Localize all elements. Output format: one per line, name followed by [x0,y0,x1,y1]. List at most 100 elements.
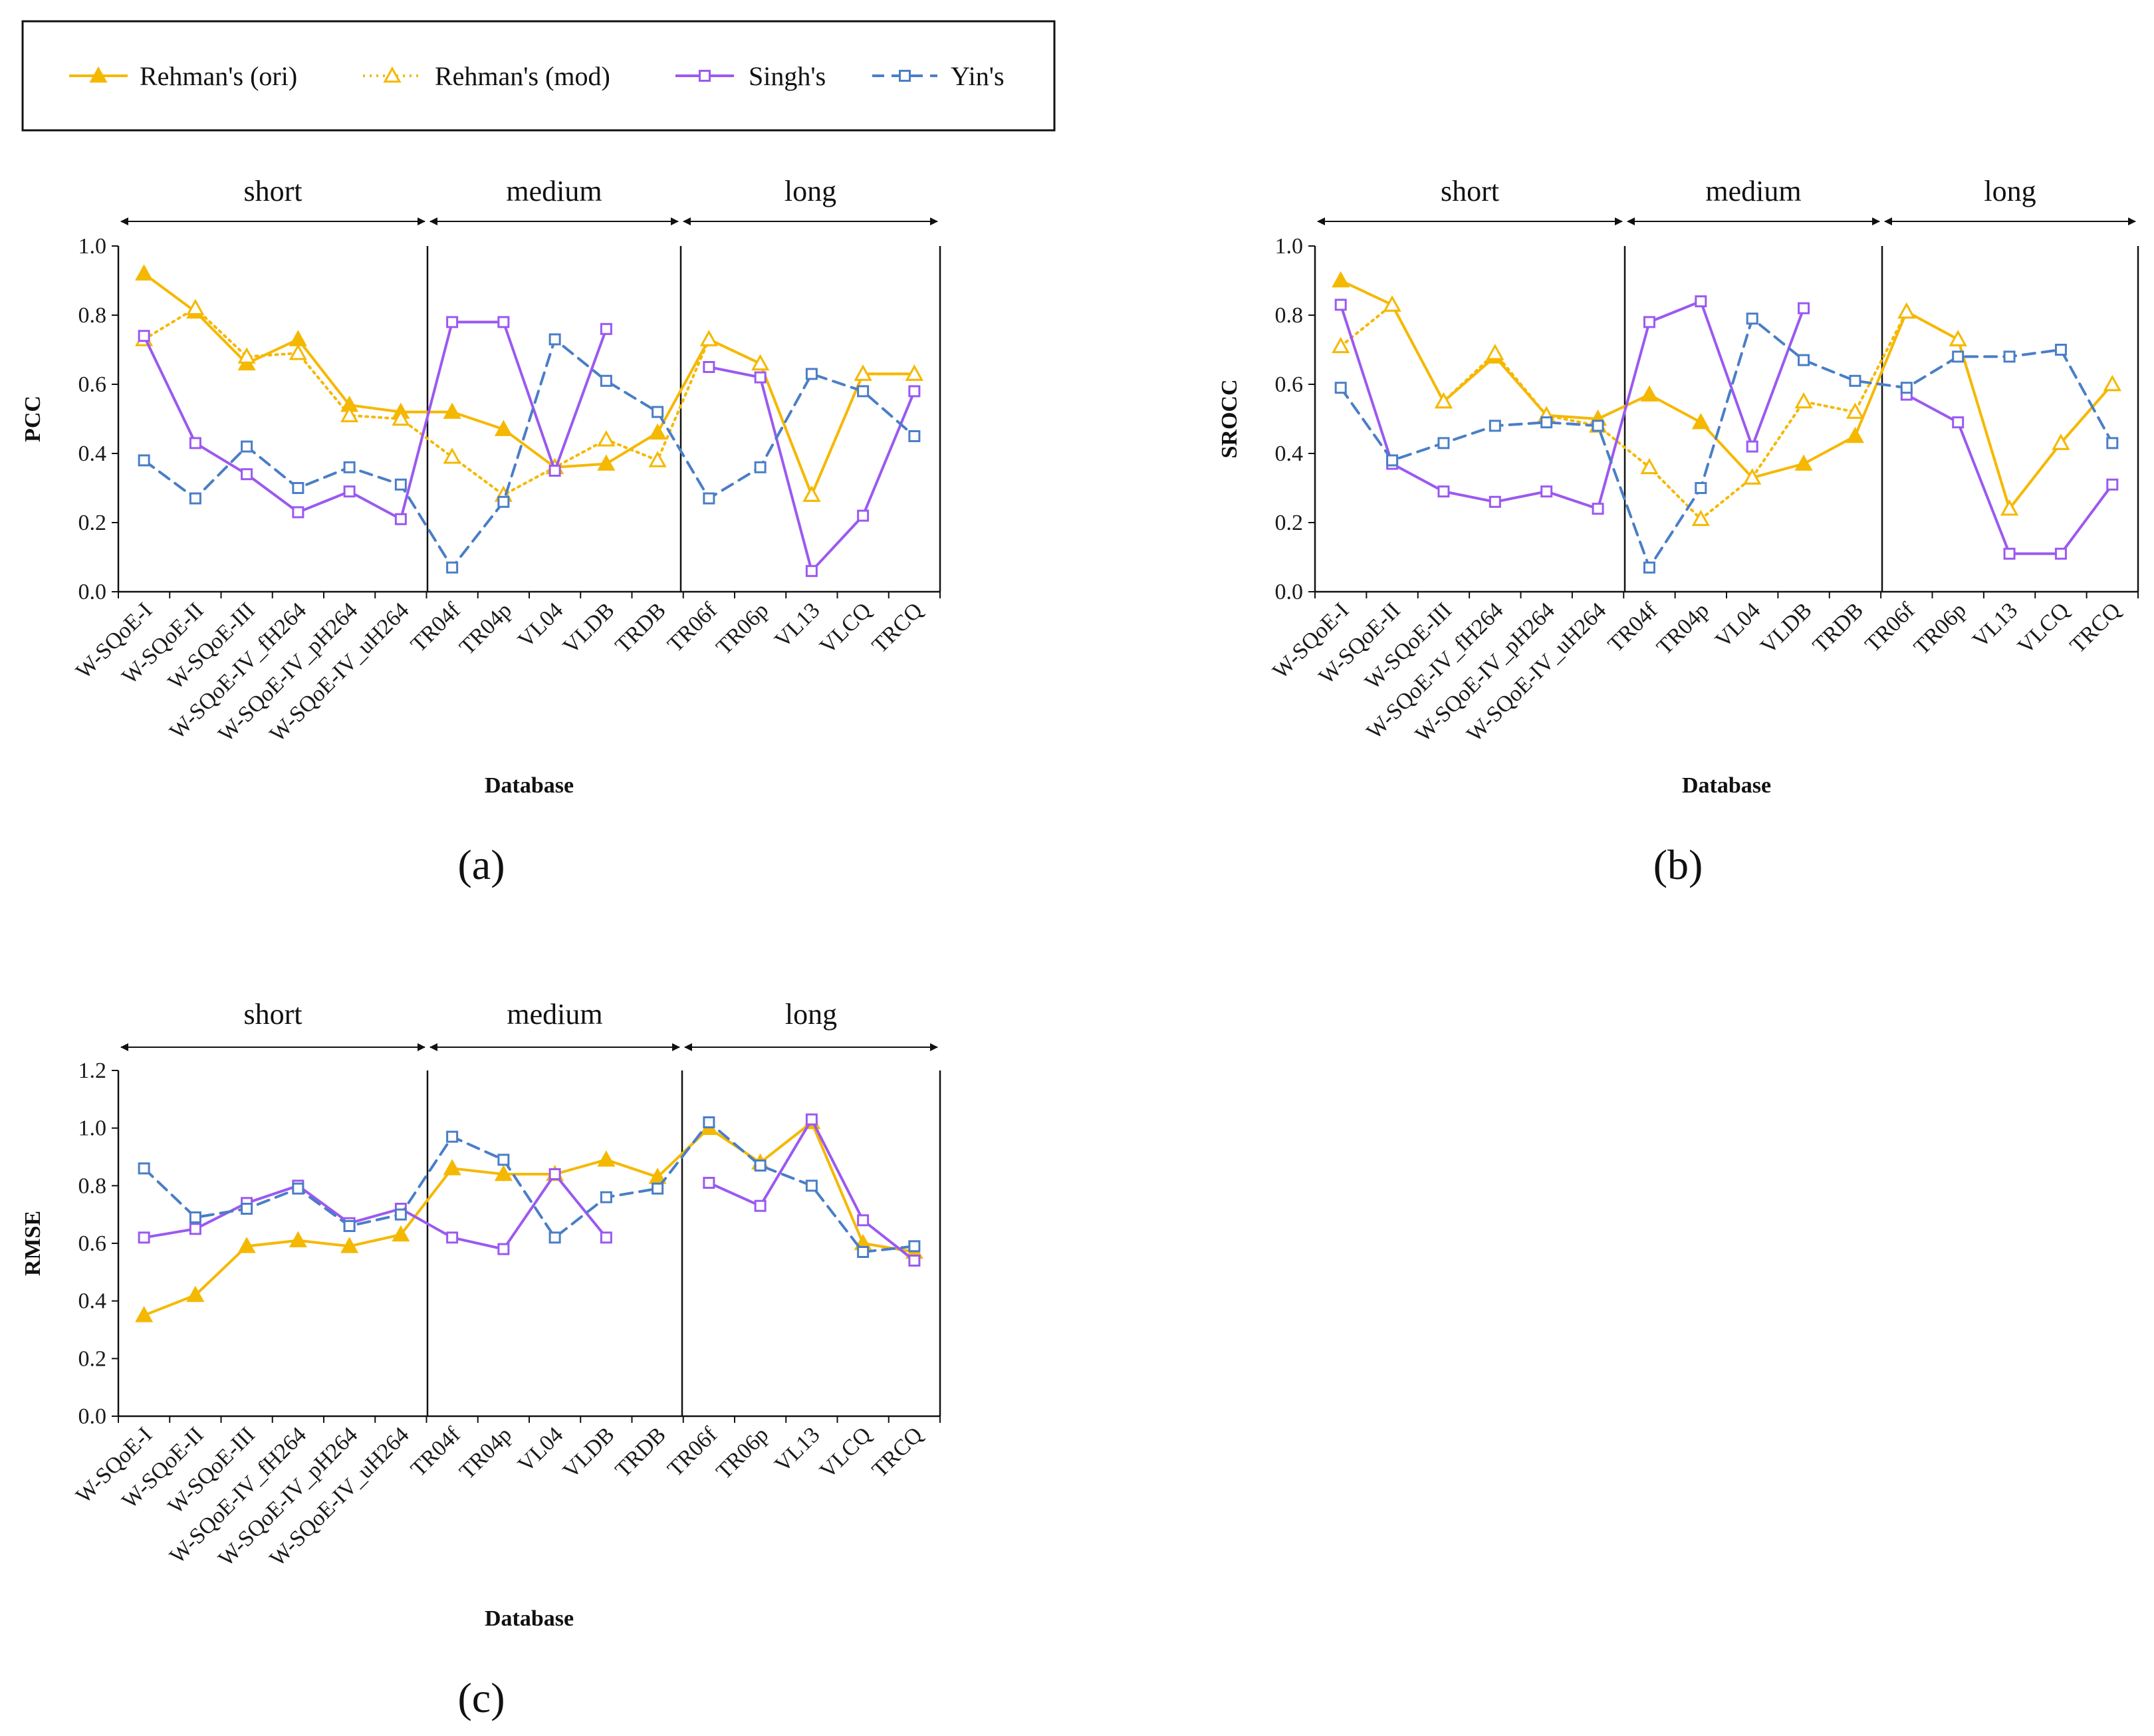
data-point-yin [548,1231,561,1244]
data-point-rehman_ori [494,420,513,436]
data-point-yin [394,478,407,491]
x-tick-label: TR04f [1604,598,1663,657]
data-point-yin [1643,561,1655,574]
data-point-singh [2054,547,2067,560]
data-point-yin [857,385,870,398]
data-point-yin [2106,437,2119,449]
data-point-singh [1437,485,1450,498]
series-rehman_ori [135,264,923,502]
data-point-rehman_mod [2000,499,2019,516]
y-tick-label: 0.6 [1275,372,1304,397]
data-point-rehman_mod [289,344,307,360]
data-point-yin [1334,382,1347,394]
data-point-rehman_mod [1794,392,1813,409]
data-point-rehman_ori [289,330,307,346]
segment-label-medium: medium [506,175,602,207]
x-tick-label: TR06p [711,1422,773,1484]
data-point-yin [1489,420,1501,432]
data-point-rehman_mod [1332,336,1350,354]
data-point-rehman_mod [443,447,461,464]
series-line-yin [142,338,916,569]
data-point-yin [497,1154,510,1166]
y-tick-label: 1.0 [78,234,107,259]
data-point-yin [703,492,715,505]
legend: Rehman's (ori) Rehman's (mod) Singh's Yin's [21,20,1056,132]
y-axis-title: SROCC [1217,379,1242,458]
data-point-rehman_mod [1897,302,1916,319]
data-point-singh [857,509,870,522]
data-point-rehman_mod [648,451,667,467]
data-point-rehman_mod [699,330,718,346]
data-point-yin [1437,437,1450,449]
series-singh [1334,295,2119,560]
series-line-rehman_ori [142,1121,916,1317]
segment-label-long: long [785,998,837,1031]
series-line-rehman_mod [1339,303,2114,521]
data-point-yin [1695,482,1707,494]
data-point-yin [548,333,561,346]
y-tick-label: 0.4 [1275,441,1304,466]
segment-label-short: short [244,998,302,1031]
data-point-singh [754,1199,767,1212]
data-point-singh [446,1231,459,1244]
x-tick-label: VLDB [558,1422,620,1483]
y-tick-label: 0.8 [1275,303,1304,328]
data-point-yin [1849,374,1861,387]
segment-label-long: long [1984,175,2036,207]
data-point-singh [2106,478,2119,491]
y-axis-title: RMSE [21,1211,45,1276]
y-tick-label: 1.0 [1275,234,1304,259]
data-point-singh [497,1243,510,1255]
x-tick-label: TR04p [455,598,517,660]
series-line-rehman_ori [142,272,916,497]
series-line-rehman_ori [1339,279,2114,511]
series-line-rehman_mod [142,307,916,497]
y-tick-label: 0.4 [78,1289,107,1314]
x-tick-label: TR06f [1861,598,1920,657]
x-tick-label: TRCQ [868,598,927,658]
x-tick-label: VLCQ [2013,598,2074,659]
data-point-rehman_mod [905,364,923,381]
x-axis-title: Database [485,773,574,798]
segment-label-long: long [784,175,836,207]
x-tick-label: VL04 [1711,598,1765,652]
x-tick-label: VL13 [770,598,824,652]
data-point-yin [138,1162,150,1175]
y-tick-label: 1.2 [78,1058,107,1083]
data-point-rehman_mod [392,409,410,426]
data-point-rehman_mod [1640,457,1659,475]
data-point-yin [446,561,459,574]
data-point-rehman_ori [597,1150,616,1167]
data-point-yin [1746,312,1758,325]
series-line-singh [142,1118,916,1262]
data-point-rehman_mod [1691,509,1710,527]
x-tick-label: TR06f [663,598,722,657]
data-point-singh [703,361,715,373]
y-tick-label: 0.0 [1275,580,1304,604]
series-yin [138,1116,921,1258]
data-point-rehman_mod [802,485,821,502]
x-tick-label: TRDB [610,1422,670,1482]
panel-label: (a) [457,841,505,888]
data-point-singh [138,330,150,342]
x-tick-label: TR04f [406,1422,465,1481]
data-point-singh [600,1231,612,1244]
y-tick-label: 0.8 [78,1174,107,1198]
x-tick-label: VLDB [558,598,620,659]
data-point-yin [805,1179,818,1192]
data-point-rehman_ori [494,1164,513,1181]
y-tick-label: 0.4 [78,441,107,466]
panel-label: (c) [457,1674,505,1721]
data-point-singh [446,316,459,328]
x-tick-label: TRCQ [2066,598,2125,658]
data-point-yin [2054,344,2067,356]
legend-marker-yin [899,70,911,82]
data-point-singh [394,513,407,525]
data-point-singh [548,465,561,477]
data-point-singh [600,322,612,335]
y-tick-label: 0.2 [78,1346,107,1371]
y-tick-label: 0.8 [78,303,107,328]
data-point-rehman_ori [1794,454,1813,471]
data-point-singh [1334,299,1347,311]
